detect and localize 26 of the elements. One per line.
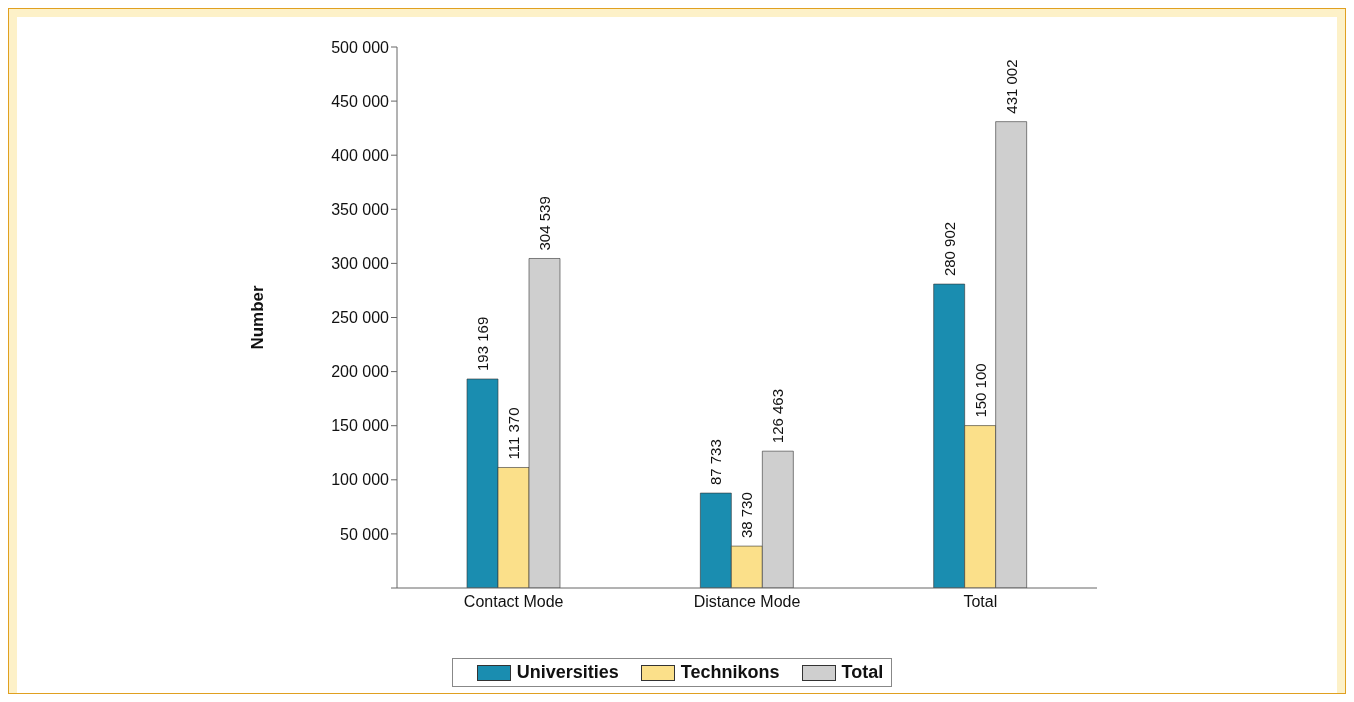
legend-label: Universities bbox=[516, 662, 619, 683]
legend-label: Technikons bbox=[680, 662, 780, 683]
y-tick-label: 300 000 bbox=[331, 255, 390, 273]
y-tick-label: 450 000 bbox=[331, 92, 390, 110]
data-label: 193 169 bbox=[474, 316, 491, 371]
x-tick-label: Total bbox=[963, 593, 998, 611]
data-label: 280 902 bbox=[940, 221, 958, 277]
data-label: 304 539 bbox=[536, 196, 553, 251]
data-label: 111 370 bbox=[505, 407, 522, 460]
x-tick-label: Distance Mode bbox=[693, 593, 801, 611]
y-tick-label: 500 000 bbox=[331, 38, 390, 56]
y-tick-label: 200 000 bbox=[331, 363, 390, 381]
legend-label: Total bbox=[841, 662, 884, 683]
y-tick-label: 350 000 bbox=[331, 200, 390, 218]
data-label: 126 463 bbox=[769, 388, 787, 444]
data-label: 87 733 bbox=[707, 439, 725, 486]
y-tick-label: 50 000 bbox=[340, 525, 390, 543]
y-tick-label: 250 000 bbox=[331, 309, 390, 327]
data-label: 150 100 bbox=[971, 363, 989, 418]
data-label: 38 730 bbox=[738, 492, 756, 539]
y-tick-label: 400 000 bbox=[331, 146, 390, 164]
y-tick-label: 150 000 bbox=[331, 417, 390, 435]
y-tick-label: 100 000 bbox=[331, 471, 390, 489]
x-tick-label: Contact Mode bbox=[463, 593, 564, 611]
y-axis-title: Number bbox=[248, 285, 268, 350]
data-label: 431 002 bbox=[1002, 59, 1020, 114]
